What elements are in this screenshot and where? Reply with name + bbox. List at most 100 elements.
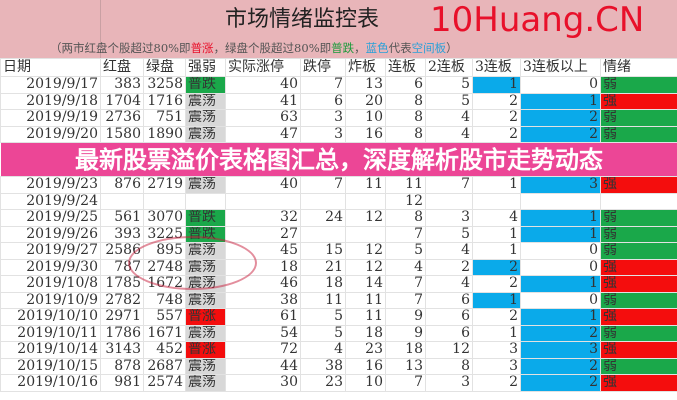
cell-11: 弱 (600, 109, 677, 127)
cell-6: 12 (345, 258, 386, 276)
headline: 最新股票溢价表格图汇总，深度解析股市走势动态 (0, 142, 677, 177)
headline-line1: 最新股票溢价表格图汇总，深度解析股市走 (75, 145, 531, 174)
cell-1: 876 (100, 176, 144, 194)
cell-9: 1 (472, 324, 521, 342)
table-row: 2019/9/18 1704 1716 震荡 41 6 20 8 5 2 1 强 (0, 92, 677, 110)
brand-watermark: 10Huang.CN (430, 0, 645, 40)
cell-3: 震荡 (185, 176, 226, 194)
cell-7: 8 (385, 109, 426, 127)
cell-2: 2687 (143, 357, 186, 375)
cell-9: 3 (472, 341, 521, 359)
cell-1: 787 (100, 258, 144, 276)
cell-5: 15 (300, 242, 346, 260)
cell-4: 40 (225, 176, 301, 194)
cell-2: 895 (143, 242, 186, 260)
cell-10: 3 (520, 176, 601, 194)
column-header: 炸板 (345, 58, 386, 77)
table-row: 2019/10/14 3143 452 普涨 72 4 23 18 12 3 3 强 (0, 341, 677, 359)
table-row: 2019/9/25 561 3070 普跌 32 24 12 8 3 4 1 弱 (0, 209, 677, 227)
cell-4: 18 (225, 258, 301, 276)
cell-2: 1716 (143, 92, 186, 110)
cell-11: 弱 (600, 209, 677, 227)
column-header: 情绪 (600, 58, 677, 77)
cell-3: 震荡 (185, 374, 226, 392)
subtitle-text: （两市红盘个股超过80%即 (50, 41, 191, 55)
cell-5 (300, 225, 346, 243)
cell-11: 强 (600, 92, 677, 110)
cell-9: 2 (472, 258, 521, 276)
cell-4: 54 (225, 324, 301, 342)
cell-11: 弱 (600, 225, 677, 243)
cell-11: 弱 (600, 125, 677, 143)
cell-10: 0 (520, 258, 601, 276)
cell-0: 2019/9/18 (0, 92, 101, 110)
cell-0: 2019/9/26 (0, 225, 101, 243)
cell-2: 748 (143, 291, 186, 309)
cell-8: 5 (425, 92, 473, 110)
cell-2: 1672 (143, 275, 186, 293)
cell-0: 2019/10/8 (0, 275, 101, 293)
cell-7: 7 (385, 275, 426, 293)
cell-3: 震荡 (185, 258, 226, 276)
cell-3: 震荡 (185, 357, 226, 375)
cell-10: 2 (520, 357, 601, 375)
cell-6: 13 (345, 76, 386, 94)
cell-8 (425, 192, 473, 210)
cell-7: 5 (385, 242, 426, 260)
cell-5: 5 (300, 324, 346, 342)
subtitle-up: 普涨 (190, 41, 214, 55)
cell-10: 0 (520, 76, 601, 94)
cell-11: 弱 (600, 324, 677, 342)
cell-0: 2019/10/11 (0, 324, 101, 342)
column-header: 实际涨停 (225, 58, 301, 77)
cell-8: 4 (425, 109, 473, 127)
sheet-title: 市场情绪监控表 (225, 7, 380, 32)
cell-8: 4 (425, 275, 473, 293)
cell-8: 7 (425, 176, 473, 194)
headline-banner: 最新股票溢价表格图汇总，深度解析股市走势动态 (0, 142, 677, 177)
headline-line2: 势动态 (531, 145, 603, 174)
column-header: 跌停 (300, 58, 346, 77)
cell-2: 2574 (143, 374, 186, 392)
table-row: 2019/9/20 1580 1890 震荡 47 3 16 8 4 2 2 弱 (0, 125, 677, 143)
table-row: 2019/10/10 2971 557 普涨 61 5 11 9 6 2 1 强 (0, 308, 677, 326)
cell-0: 2019/9/19 (0, 109, 101, 127)
cell-2 (143, 192, 186, 210)
cell-2: 557 (143, 308, 186, 326)
table-row: 2019/9/26 393 3225 普跌 27 7 5 1 1 弱 (0, 225, 677, 243)
cell-0: 2019/9/25 (0, 209, 101, 227)
cell-1 (100, 192, 144, 210)
cell-0: 2019/10/9 (0, 291, 101, 309)
cell-3: 普跌 (185, 76, 226, 94)
cell-4: 47 (225, 125, 301, 143)
cell-2: 2748 (143, 258, 186, 276)
cell-11: 强 (600, 374, 677, 392)
cell-6: 11 (345, 291, 386, 309)
cell-1: 2736 (100, 109, 144, 127)
cell-6 (345, 192, 386, 210)
column-header: 2连板 (425, 58, 473, 77)
cell-8: 4 (425, 125, 473, 143)
cell-3: 普涨 (185, 341, 226, 359)
cell-9: 1 (472, 242, 521, 260)
cell-8: 6 (425, 308, 473, 326)
cell-1: 981 (100, 374, 144, 392)
sheet-subtitle: （两市红盘个股超过80%即普涨，绿盘个股超过80%即普跌，蓝色代表空间板） (50, 41, 458, 56)
subtitle-text: ， (354, 41, 366, 55)
cell-4: 44 (225, 357, 301, 375)
cell-9: 1 (472, 76, 521, 94)
cell-10: 1 (520, 209, 601, 227)
cell-5: 18 (300, 275, 346, 293)
cell-10 (520, 192, 601, 210)
cell-9: 2 (472, 109, 521, 127)
cell-6: 14 (345, 275, 386, 293)
cell-7: 13 (385, 357, 426, 375)
cell-2: 1890 (143, 125, 186, 143)
cell-5: 24 (300, 209, 346, 227)
cell-11: 弱 (600, 242, 677, 260)
cell-4: 27 (225, 225, 301, 243)
cell-4: 72 (225, 341, 301, 359)
column-divider (100, 0, 101, 58)
cell-9: 1 (472, 176, 521, 194)
cell-7: 7 (385, 374, 426, 392)
